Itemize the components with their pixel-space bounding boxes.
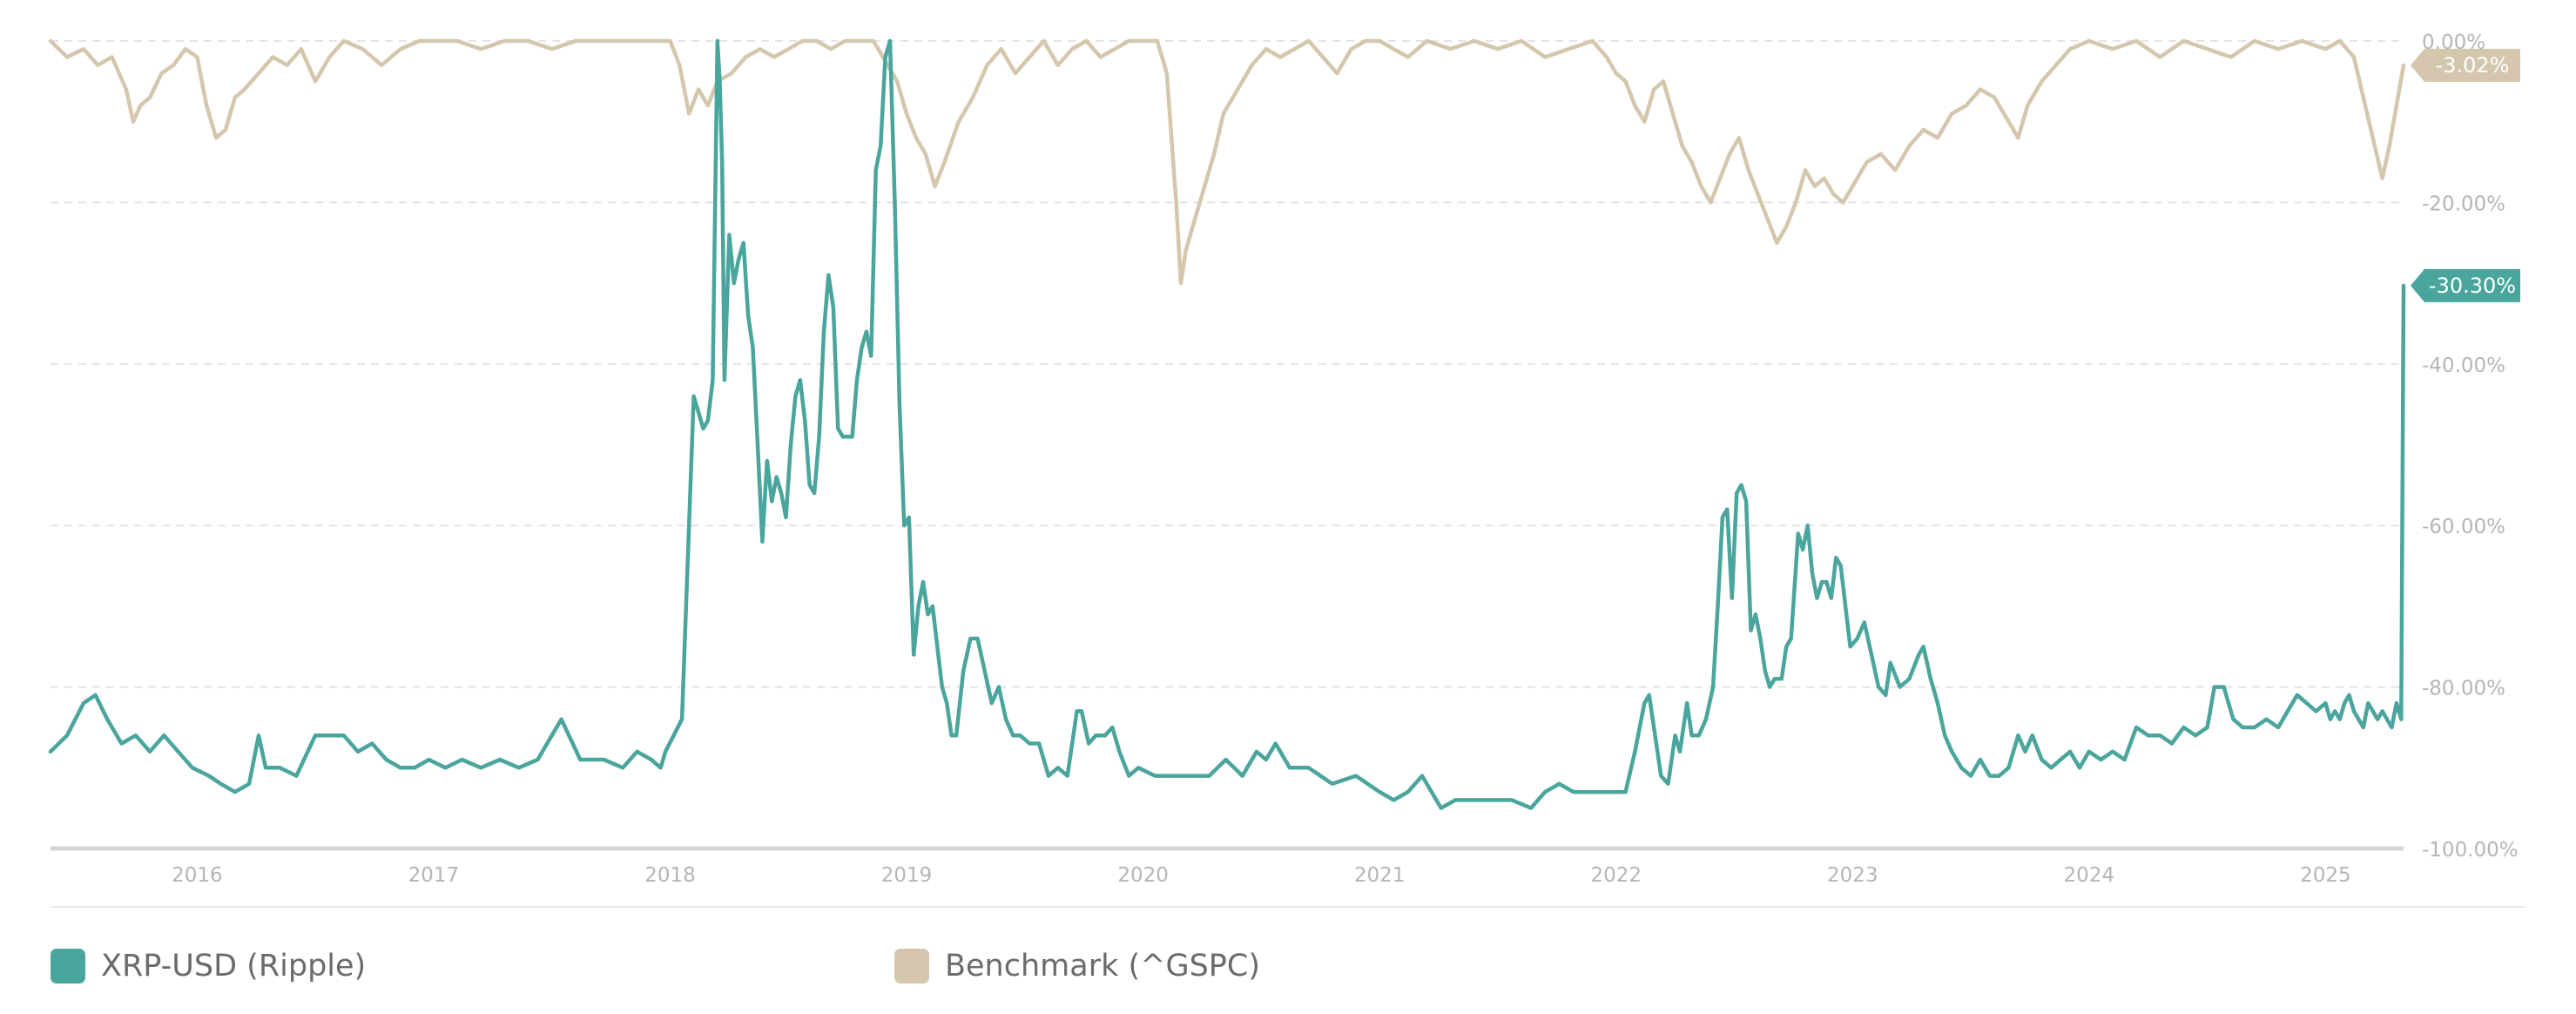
x-axis-ticks: 2016 2017 2018 2019 2020 2021 2022 2023 2024 2025: [172, 864, 2351, 887]
y-tick-label: -80.00%: [2422, 678, 2505, 700]
y-tick-label: -60.00%: [2422, 516, 2505, 538]
x-tick-label: 2024: [2064, 864, 2115, 887]
legend-swatch-xrp: [51, 949, 85, 984]
legend-item-xrp[interactable]: XRP-USD (Ripple): [51, 949, 366, 984]
x-tick-label: 2025: [2300, 864, 2351, 887]
legend-swatch-benchmark: [894, 949, 929, 984]
x-tick-label: 2021: [1354, 864, 1406, 887]
x-tick-label: 2017: [408, 864, 460, 887]
end-badge-benchmark: -3.02%: [2411, 48, 2520, 82]
y-axis-ticks: 0.00%-20.00%-40.00%-60.00%-80.00%-100.00…: [2422, 31, 2519, 862]
end-badge-label: -30.30%: [2429, 274, 2516, 298]
end-badge-xrp: -30.30%: [2411, 268, 2520, 302]
series-line-xrp[interactable]: [48, 38, 2406, 810]
x-tick-label: 2016: [172, 864, 223, 887]
x-tick-label: 2019: [881, 864, 933, 887]
legend-label-xrp: XRP-USD (Ripple): [101, 949, 367, 984]
x-tick-label: 2022: [1590, 864, 1642, 887]
grid-lines: [51, 40, 2525, 908]
legend-item-benchmark[interactable]: Benchmark (^GSPC): [894, 949, 1260, 984]
end-badge-label: -3.02%: [2436, 53, 2510, 78]
x-tick-label: 2020: [1117, 864, 1169, 887]
y-tick-label: -100.00%: [2422, 839, 2519, 862]
x-tick-label: 2018: [644, 864, 696, 887]
end-value-badges: -30.30% -3.02%: [2411, 48, 2520, 302]
y-tick-label: -20.00%: [2422, 193, 2505, 215]
legend-label-benchmark: Benchmark (^GSPC): [945, 949, 1260, 984]
series-lines: [48, 38, 2406, 810]
series-line-benchmark[interactable]: [48, 38, 2406, 286]
x-tick-label: 2023: [1827, 864, 1878, 887]
y-tick-label: -40.00%: [2422, 355, 2505, 377]
